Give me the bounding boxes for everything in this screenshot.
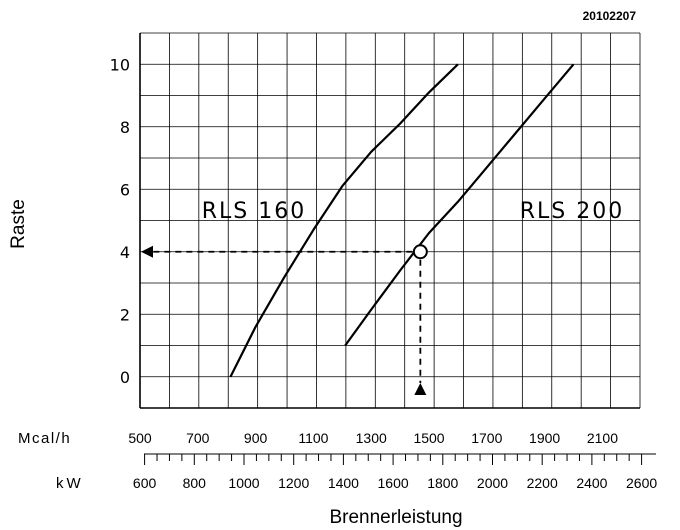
y-axis-title: Raste: [8, 199, 29, 249]
series-label-rls-160: RLS 160: [202, 199, 307, 224]
x-axis-title: Brennerleistung: [329, 507, 462, 528]
mcal-tick-label: 900: [244, 430, 268, 446]
kw-tick-label: 2600: [626, 475, 657, 491]
kw-tick-label: 2200: [527, 475, 558, 491]
mcal-tick-label: 1700: [471, 430, 502, 446]
y-tick-label: 2: [120, 305, 130, 324]
y-tick-label: 10: [110, 55, 130, 74]
y-tick-label: 0: [120, 368, 130, 387]
series-label-rls-200: RLS 200: [520, 199, 625, 224]
example-reading: [141, 244, 428, 395]
mcal-tick-label: 500: [128, 430, 152, 446]
kw-tick-label: 1800: [427, 475, 458, 491]
series-curves: [229, 63, 575, 378]
arrow-left-icon: [141, 245, 153, 258]
arrow-up-icon: [414, 383, 427, 395]
kw-tick-labels: 600 800 1000 1200 1400 1600 1800 2000 2200 2400 26…: [133, 475, 657, 491]
y-tick-labels: 0 2 4 6 8 10: [110, 55, 130, 387]
mcal-tick-label: 1500: [413, 430, 444, 446]
plot-grid: [139, 32, 641, 409]
mcal-tick-label: 1900: [529, 430, 560, 446]
mcal-tick-label: 1300: [356, 430, 387, 446]
operating-point-circle: [412, 244, 428, 260]
kw-axis-unit: kW: [56, 475, 84, 492]
kw-tick-label: 2000: [477, 475, 508, 491]
y-tick-label: 4: [120, 243, 130, 262]
mcal-tick-label: 700: [186, 430, 210, 446]
kw-tick-label: 1400: [328, 475, 359, 491]
kw-tick-label: 800: [183, 475, 207, 491]
chart-code: 20102207: [583, 9, 637, 23]
kw-tick-label: 1200: [278, 475, 309, 491]
y-tick-label: 6: [120, 180, 130, 199]
kw-tick-label: 600: [133, 475, 157, 491]
mcal-tick-labels: 500 700 900 1100 1300 1500 1700 1900 2100: [128, 430, 618, 446]
mcal-axis-unit: Mcal/h: [18, 430, 71, 447]
mcal-tick-label: 1100: [298, 430, 328, 446]
series-curve-rls-200: [344, 63, 575, 347]
series-curve-rls-160: [229, 63, 459, 378]
kw-tick-label: 1600: [378, 475, 409, 491]
mcal-tick-label: 2100: [587, 430, 618, 446]
y-tick-label: 8: [120, 118, 130, 137]
kw-tick-label: 1000: [228, 475, 259, 491]
kw-tick-label: 2400: [576, 475, 607, 491]
kw-axis-ticks: [144, 454, 643, 465]
